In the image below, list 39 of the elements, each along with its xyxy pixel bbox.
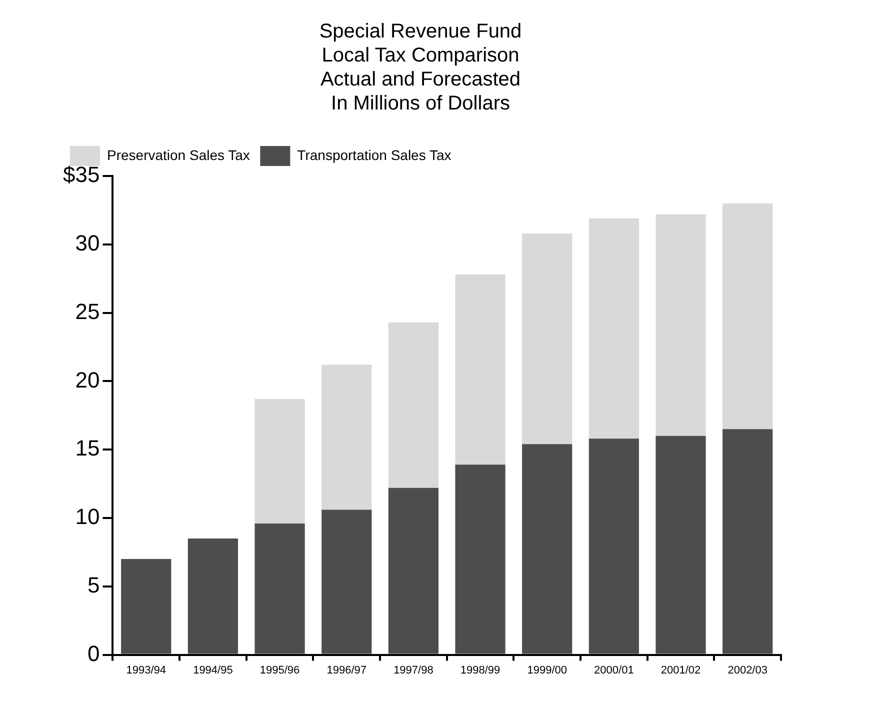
y-tick-label: 0 <box>87 640 100 666</box>
bar <box>588 438 639 654</box>
y-tick-label: $35 <box>62 162 100 188</box>
x-tick-label: 1996/97 <box>326 664 366 676</box>
y-tick-label: 10 <box>75 504 100 530</box>
bar <box>656 436 706 654</box>
bar <box>388 322 438 488</box>
x-tick-label: 1995/96 <box>260 664 300 676</box>
bar <box>522 233 572 444</box>
y-tick-label: 30 <box>75 230 100 256</box>
bar <box>656 214 706 436</box>
x-tick-label: 2001/02 <box>660 664 701 676</box>
x-tick-label: 2002/03 <box>728 664 768 676</box>
x-tick-label: 1999/00 <box>527 664 567 676</box>
bar <box>722 429 773 654</box>
y-tick-label: 25 <box>75 298 100 324</box>
x-tick-label: 1997/98 <box>394 664 434 676</box>
bar <box>455 274 506 465</box>
bar <box>322 364 372 510</box>
bar <box>588 218 639 439</box>
bar <box>121 559 172 654</box>
y-tick-label: 20 <box>75 367 100 392</box>
x-tick-label: 1993/94 <box>126 664 166 676</box>
legend-label: Transportation Sales Tax <box>297 146 452 163</box>
y-tick-label: 15 <box>75 436 100 461</box>
bar <box>254 523 305 654</box>
y-tick-label: 5 <box>87 572 100 598</box>
bar <box>188 538 238 654</box>
x-tick-label: 1994/95 <box>193 664 233 676</box>
legend-label: Preservation Sales Tax <box>107 146 250 163</box>
bar <box>322 510 372 654</box>
bar <box>722 203 773 430</box>
x-tick-label: 2000/01 <box>594 664 634 676</box>
bar <box>254 398 305 524</box>
bar <box>522 444 572 654</box>
x-tick-label: 1998/99 <box>460 664 500 676</box>
chart-title: Special Revenue Fund Local Tax Comparison Actual and Forecasted In Millions of Dollars <box>319 20 522 115</box>
bar <box>455 464 506 654</box>
bar <box>388 488 438 654</box>
